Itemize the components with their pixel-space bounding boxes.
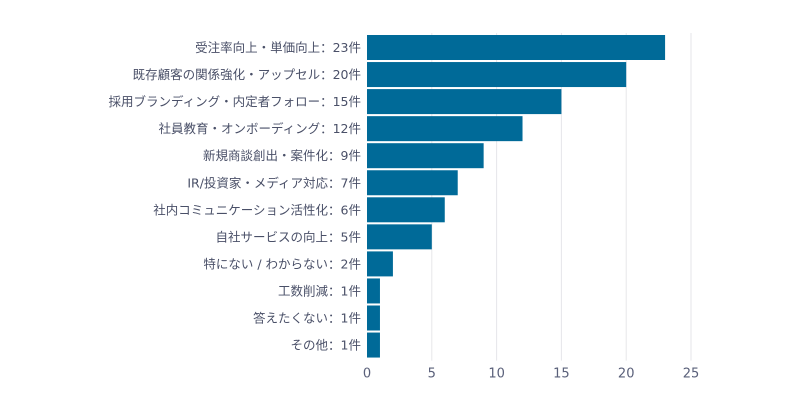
bar (367, 278, 380, 304)
bar (367, 116, 523, 142)
bar (367, 143, 484, 169)
category-label: 答えたくない：1件 (253, 311, 361, 326)
category-label: 受注率向上・単価向上：23件 (195, 40, 361, 55)
x-tick-label: 15 (553, 367, 570, 382)
category-label: 既存顧客の関係強化・アップセル：20件 (133, 67, 361, 82)
category-label: 自社サービスの向上：5件 (216, 229, 361, 244)
category-label: 採用ブランディング・内定者フォロー：15件 (108, 94, 361, 109)
x-tick-label: 20 (618, 367, 635, 382)
bar (367, 35, 666, 60)
bar (367, 170, 458, 196)
bar (367, 332, 380, 358)
category-label: その他：1件 (291, 338, 361, 353)
category-label: 工数削減：1件 (278, 283, 361, 298)
category-label: 社員教育・オンボーディング：12件 (158, 121, 361, 136)
bar (367, 305, 380, 331)
category-label: 新規商談創出・案件化：9件 (203, 148, 361, 163)
category-label: 特にない / わからない：2件 (203, 256, 361, 271)
x-tick-label: 10 (488, 367, 505, 382)
x-tick-label: 25 (683, 367, 700, 382)
bar (367, 197, 445, 223)
x-tick-label: 5 (428, 367, 436, 382)
bar (367, 251, 393, 277)
category-label: IR/投資家・メディア対応：7件 (187, 175, 361, 190)
bar (367, 224, 432, 250)
x-tick-label: 0 (363, 367, 371, 382)
bar (367, 62, 627, 88)
category-label: 社内コミュニケーション活性化：6件 (153, 202, 361, 217)
bar (367, 89, 562, 115)
